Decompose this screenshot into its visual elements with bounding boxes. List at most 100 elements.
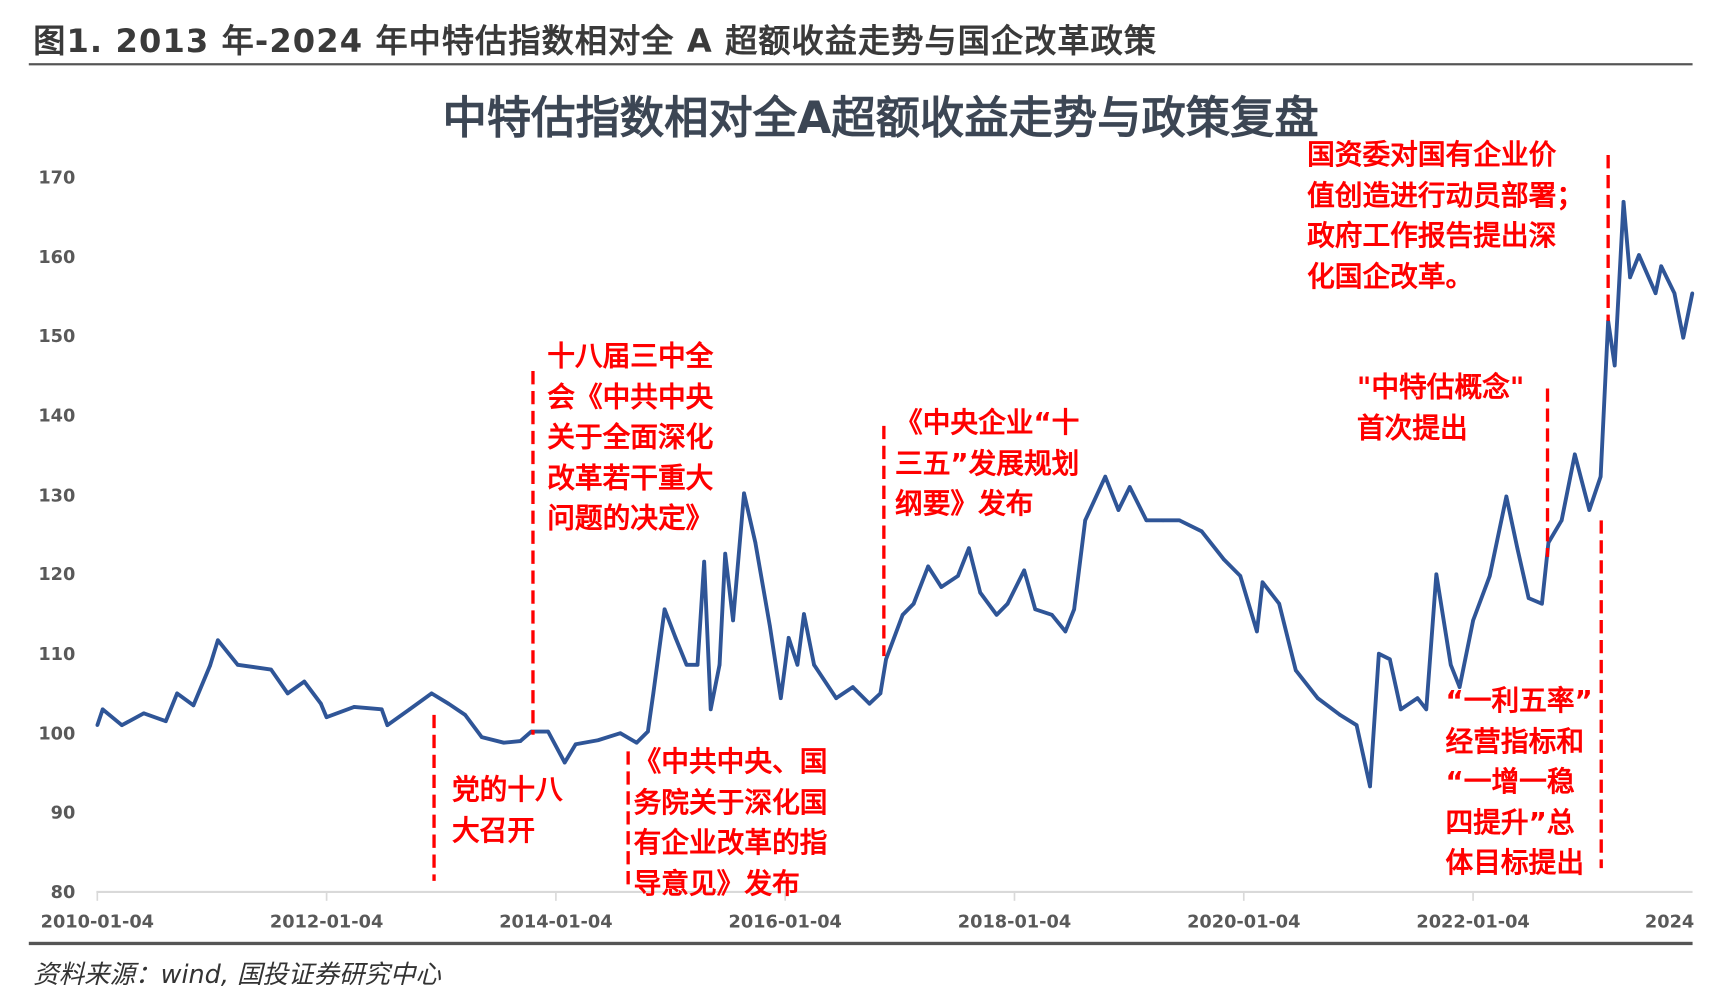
y-tick-label: 130 bbox=[38, 484, 76, 506]
annotation-line: 政府工作报告提出深 bbox=[1307, 219, 1557, 252]
data-point bbox=[175, 691, 179, 696]
annotation-line: 问题的决定》 bbox=[547, 501, 714, 535]
event-annotation: “一利五率” 经营指标和 “一增一稳 四提升”总 体目标提出 bbox=[1446, 681, 1593, 883]
data-point bbox=[1277, 601, 1281, 606]
event-annotation: 十八届三中全 会《中共中央 关于全面深化 改革若干重大 问题的决定》 bbox=[547, 337, 713, 539]
data-point bbox=[407, 707, 412, 712]
data-point bbox=[812, 663, 816, 667]
data-point bbox=[926, 564, 930, 569]
data-point bbox=[1540, 601, 1544, 606]
title-divider bbox=[28, 63, 1693, 66]
annotation-line: 大召开 bbox=[451, 813, 536, 846]
data-point bbox=[142, 711, 146, 716]
data-point bbox=[429, 691, 434, 696]
annotation-line: 化国企改革。 bbox=[1307, 259, 1474, 292]
data-point bbox=[164, 719, 168, 723]
data-point bbox=[884, 657, 888, 662]
annotation-line: 值创造进行动员部署； bbox=[1307, 178, 1585, 212]
x-tick-label: 2016-01-04 bbox=[728, 910, 842, 932]
annotation-line: 首次提出 bbox=[1356, 411, 1468, 444]
data-point bbox=[834, 696, 839, 700]
data-point bbox=[779, 696, 783, 700]
data-point bbox=[573, 742, 578, 747]
event-annotation: 《中央企业“十 三五”发展规划 纲要》发布 bbox=[895, 403, 1079, 524]
data-point bbox=[501, 740, 506, 745]
data-point bbox=[1354, 723, 1359, 727]
data-point bbox=[1238, 574, 1243, 578]
data-point bbox=[1255, 629, 1259, 634]
data-point bbox=[1338, 713, 1342, 717]
data-point bbox=[742, 491, 746, 496]
data-point bbox=[1368, 784, 1372, 789]
data-point bbox=[269, 667, 273, 672]
x-tick-label: 2010-01-04 bbox=[40, 910, 154, 932]
data-point bbox=[1072, 607, 1076, 612]
data-point bbox=[1526, 596, 1531, 600]
data-point bbox=[463, 713, 467, 717]
data-point bbox=[900, 613, 905, 617]
data-point bbox=[618, 731, 623, 735]
data-point bbox=[518, 739, 523, 743]
data-point bbox=[1294, 668, 1298, 673]
data-point bbox=[1598, 474, 1603, 479]
annotation-line: 《中共中央、国 bbox=[633, 745, 828, 778]
annotation-line: 三五”发展规划 bbox=[895, 447, 1080, 480]
data-point bbox=[1449, 663, 1453, 667]
data-point bbox=[802, 612, 806, 616]
data-point bbox=[662, 607, 667, 612]
data-point bbox=[1103, 474, 1108, 479]
data-point bbox=[285, 691, 290, 696]
y-tick-label: 90 bbox=[50, 802, 76, 824]
chart-title: 中特估指数相对全A超额收益走势与政策复盘 bbox=[442, 93, 1319, 145]
data-point bbox=[1033, 607, 1037, 612]
data-point bbox=[1457, 685, 1462, 689]
data-point bbox=[702, 559, 706, 564]
event-annotation: 党的十八 大召开 bbox=[452, 770, 563, 851]
data-point bbox=[956, 574, 960, 578]
data-point bbox=[1022, 568, 1026, 573]
annotation-line: 导意见》发布 bbox=[633, 867, 800, 900]
annotation-line: 改革若干重大 bbox=[547, 461, 714, 494]
data-point bbox=[1573, 452, 1577, 457]
event-annotation: 国资委对国有企业价 值创造进行动员部署； 政府工作报告提出深 化国企改革。 bbox=[1307, 135, 1584, 297]
data-point bbox=[695, 663, 700, 667]
data-point bbox=[1063, 629, 1068, 634]
annotation-line: 经营指标和 bbox=[1445, 725, 1585, 758]
data-point bbox=[1659, 264, 1663, 268]
data-point bbox=[1690, 291, 1695, 295]
data-point bbox=[1637, 253, 1641, 257]
annotation-line: 《中央企业“十 bbox=[895, 406, 1080, 439]
data-point bbox=[1546, 540, 1551, 545]
data-point bbox=[100, 707, 105, 712]
data-point bbox=[1672, 291, 1677, 295]
data-point bbox=[723, 551, 727, 556]
data-point bbox=[352, 705, 356, 709]
data-point bbox=[1504, 494, 1509, 499]
data-point bbox=[1377, 651, 1381, 656]
annotation-line: “一利五率” bbox=[1445, 684, 1593, 717]
data-point bbox=[753, 540, 758, 545]
data-point bbox=[994, 613, 999, 617]
data-point bbox=[717, 663, 722, 667]
y-tick-label: 110 bbox=[38, 643, 76, 665]
data-point bbox=[967, 546, 971, 550]
data-point bbox=[1628, 275, 1632, 280]
data-point bbox=[1587, 508, 1592, 512]
data-point bbox=[684, 663, 689, 667]
annotation-line: 纲要》发布 bbox=[895, 487, 1034, 520]
annotation-line: 四提升”总 bbox=[1445, 806, 1575, 839]
data-point bbox=[634, 740, 639, 745]
annotation-line: 体目标提出 bbox=[1445, 846, 1585, 879]
data-point bbox=[673, 636, 678, 640]
data-point bbox=[768, 624, 772, 628]
data-point bbox=[1388, 657, 1392, 662]
data-point bbox=[324, 715, 329, 720]
data-point bbox=[379, 707, 384, 712]
data-point bbox=[911, 601, 916, 606]
data-point bbox=[1515, 546, 1520, 550]
y-tick-label: 120 bbox=[38, 563, 76, 585]
data-point bbox=[1199, 529, 1204, 534]
annotation-line: 会《中共中央 bbox=[547, 380, 714, 413]
